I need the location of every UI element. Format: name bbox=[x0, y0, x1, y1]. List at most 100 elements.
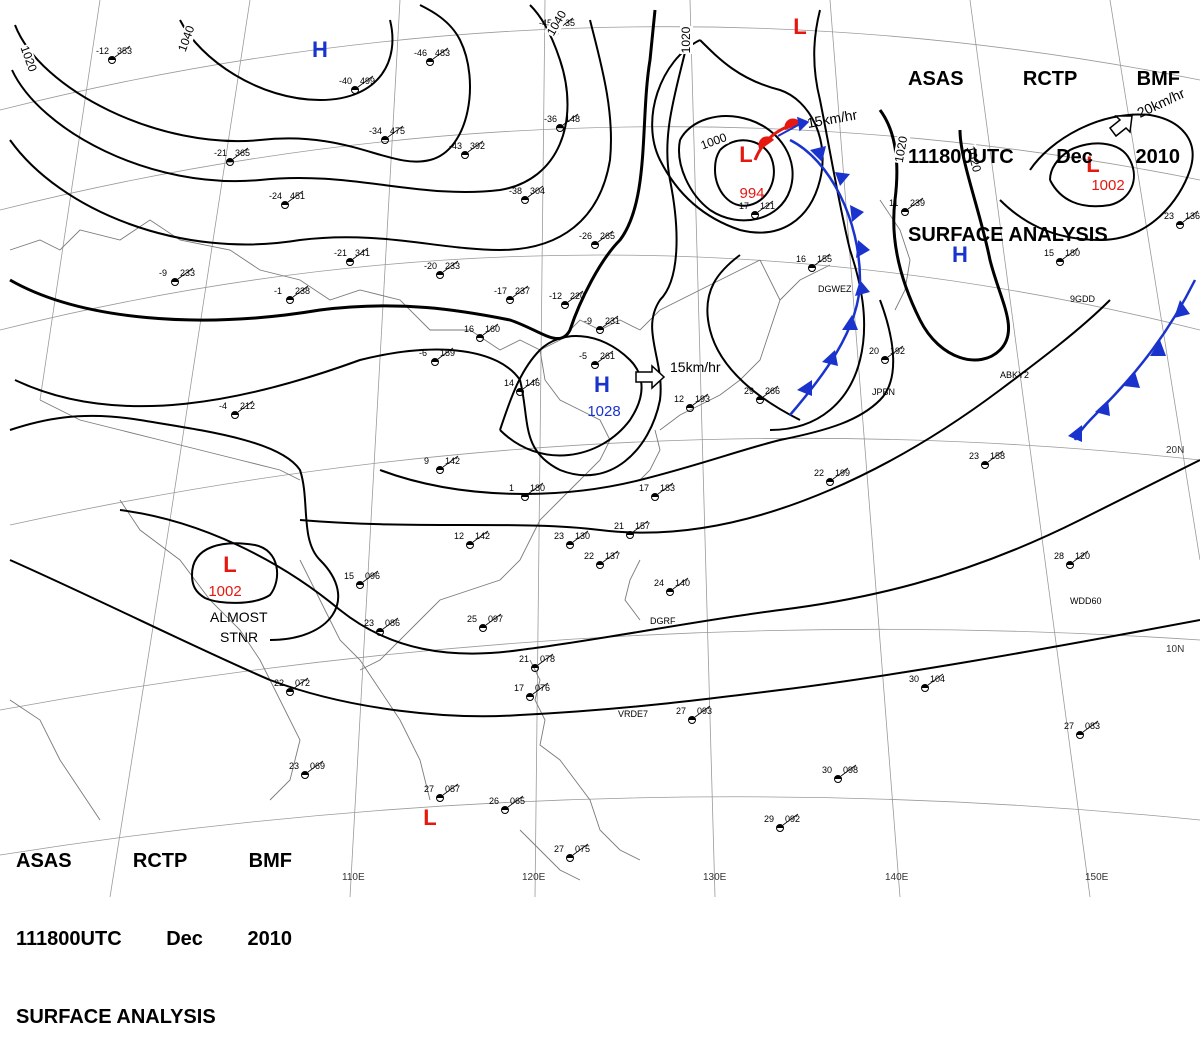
cloud-cover-icon bbox=[346, 258, 354, 262]
station-pressure: 180 bbox=[1065, 248, 1080, 258]
wind-barb-icon bbox=[572, 843, 589, 856]
station-temp: 16 bbox=[796, 254, 806, 264]
station-temp: -9 bbox=[584, 316, 592, 326]
station-temp: -20 bbox=[424, 261, 437, 271]
station-temp: 1 bbox=[509, 483, 514, 493]
cloud-cover-icon bbox=[591, 361, 599, 365]
isobar-label: 1020 bbox=[964, 144, 985, 174]
station-pressure: 192 bbox=[890, 346, 905, 356]
cloud-cover-icon bbox=[286, 688, 294, 692]
cloud-cover-icon bbox=[281, 201, 289, 205]
cloud-cover-icon bbox=[826, 478, 834, 482]
high-pressure-symbol: H bbox=[594, 372, 610, 397]
cloud-cover-icon bbox=[376, 628, 384, 632]
cloud-cover-icon bbox=[286, 296, 294, 300]
station-plot: 17 183 bbox=[639, 482, 675, 501]
station-plot: 27 057 bbox=[424, 783, 460, 802]
station-pressure: 086 bbox=[385, 618, 400, 628]
cloud-cover-icon bbox=[561, 301, 569, 305]
header-top-month: Dec bbox=[1056, 146, 1093, 168]
station-pressure: 057 bbox=[445, 784, 460, 794]
station-plot: 22 072 bbox=[274, 677, 310, 696]
wind-barb-icon bbox=[287, 190, 304, 203]
station-id: 9GDD bbox=[1070, 294, 1096, 304]
high-pressure-symbol: H bbox=[952, 242, 968, 267]
station-temp: -40 bbox=[339, 76, 352, 86]
header-bottom: ASAS RCTP BMF 111800UTC Dec 2010 SURFACE… bbox=[16, 796, 292, 1056]
cloud-cover-icon bbox=[566, 541, 574, 545]
station-temp: -21 bbox=[334, 248, 347, 258]
isobar-label-bg bbox=[680, 26, 693, 54]
station-pressure: 265 bbox=[600, 231, 615, 241]
cold-front-tooth bbox=[1095, 400, 1110, 416]
station-pressure: 072 bbox=[295, 678, 310, 688]
motion-speed-label: 15km/hr bbox=[670, 359, 721, 375]
motion-arrow-icon bbox=[635, 364, 666, 390]
station-pressure: 212 bbox=[240, 401, 255, 411]
station-plot: -21 341 bbox=[334, 247, 370, 266]
cold-front-tooth bbox=[856, 240, 870, 258]
wind-barb-icon bbox=[1082, 720, 1099, 733]
station-pressure: 136 bbox=[1185, 211, 1200, 221]
isobar-label: 1020 bbox=[892, 135, 910, 164]
wind-barb-icon bbox=[602, 315, 619, 328]
station-temp: -34 bbox=[369, 126, 382, 136]
cloud-cover-icon bbox=[881, 356, 889, 360]
almost-label: ALMOST bbox=[210, 609, 268, 625]
cloud-cover-icon bbox=[108, 56, 116, 60]
station-temp: 23 bbox=[289, 761, 299, 771]
station-temp: 27 bbox=[554, 844, 564, 854]
cloud-cover-icon bbox=[751, 211, 759, 215]
cloud-cover-icon bbox=[1066, 561, 1074, 565]
station-temp: -12 bbox=[96, 46, 109, 56]
isobar-label: 1020 bbox=[18, 44, 40, 74]
station-temp: -17 bbox=[494, 286, 507, 296]
station-plot: -6 159 bbox=[419, 347, 455, 366]
wind-barb-icon bbox=[357, 75, 374, 88]
station-temp: 23 bbox=[554, 531, 564, 541]
station-temp: 27 bbox=[424, 784, 434, 794]
station-plot: -21 365 bbox=[214, 147, 250, 166]
station-plot: 16 160 bbox=[464, 323, 500, 342]
latitude-label: 20N bbox=[1166, 445, 1184, 456]
cloud-cover-icon bbox=[776, 824, 784, 828]
cloud-cover-icon bbox=[626, 531, 634, 535]
wind-barb-icon bbox=[562, 113, 579, 126]
station-pressure: 365 bbox=[235, 148, 250, 158]
cloud-cover-icon bbox=[756, 396, 764, 400]
station-plot: 14 146 bbox=[504, 377, 540, 396]
header-top-code-2: RCTP bbox=[1022, 68, 1078, 90]
station-temp: -45 bbox=[539, 18, 552, 28]
station-temp: -1 bbox=[274, 286, 282, 296]
station-plot: 16 155 bbox=[796, 253, 832, 272]
cold-front-tooth bbox=[797, 380, 812, 396]
station-plot: -9 233 bbox=[159, 267, 195, 286]
station-pressure: 499 bbox=[360, 76, 375, 86]
cloud-cover-icon bbox=[426, 58, 434, 62]
wind-barb-icon bbox=[527, 185, 544, 198]
station-temp: 16 bbox=[464, 324, 474, 334]
station-temp: -38 bbox=[509, 186, 522, 196]
cloud-cover-icon bbox=[1176, 221, 1184, 225]
station-plot: 22 199 bbox=[814, 467, 850, 486]
station-plot: 29 092 bbox=[764, 813, 800, 832]
station-pressure: 155 bbox=[817, 254, 832, 264]
wind-barb-icon bbox=[482, 323, 499, 336]
wind-barb-icon bbox=[782, 813, 799, 826]
station-temp: 23 bbox=[364, 618, 374, 628]
wind-barb-icon bbox=[292, 285, 309, 298]
cloud-cover-icon bbox=[381, 136, 389, 140]
cloud-cover-icon bbox=[356, 581, 364, 585]
station-plot: 23 130 bbox=[554, 530, 590, 549]
motion-arrow-icon bbox=[1108, 115, 1133, 138]
station-temp: -5 bbox=[579, 351, 587, 361]
station-plot: -12 220 bbox=[549, 290, 585, 309]
station-plot: 30 098 bbox=[822, 764, 858, 783]
station-id: JPBN bbox=[872, 387, 895, 397]
longitude-label: 110E bbox=[342, 872, 365, 883]
cloud-cover-icon bbox=[686, 404, 694, 408]
station-temp: 25 bbox=[467, 614, 477, 624]
cloud-cover-icon bbox=[531, 664, 539, 668]
isobar-label-bg bbox=[892, 134, 911, 165]
station-temp: 26 bbox=[489, 796, 499, 806]
